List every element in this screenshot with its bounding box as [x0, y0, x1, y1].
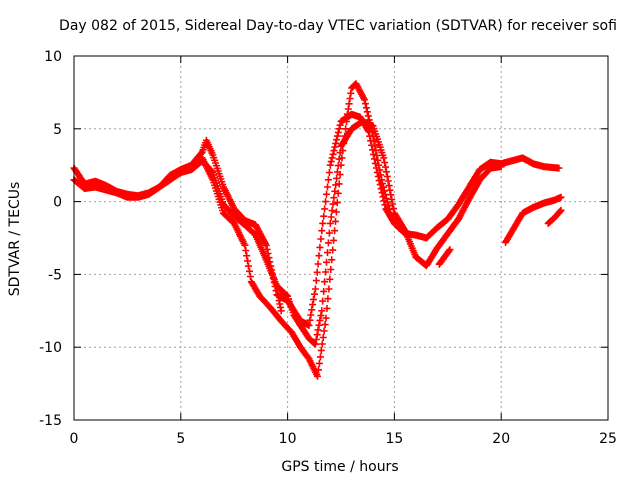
- series-track-d: [502, 193, 565, 246]
- series-track-f: [435, 246, 454, 268]
- x-tick-label: 10: [279, 431, 297, 447]
- y-axis-label: SDTVAR / TECUs: [7, 182, 23, 297]
- x-tick-label: 20: [492, 431, 510, 447]
- data-point-markers: [275, 297, 285, 315]
- plot-border: [73, 55, 609, 421]
- data-point-markers: [198, 80, 411, 380]
- y-tick-label: -10: [39, 340, 62, 356]
- x-tick-label: 5: [176, 431, 185, 447]
- series-track-c: [198, 80, 411, 380]
- y-tick-label: 0: [53, 195, 62, 211]
- series-track-e: [544, 206, 565, 227]
- x-tick-label: 15: [385, 431, 403, 447]
- x-tick-label: 0: [70, 431, 79, 447]
- chart-title: Day 082 of 2015, Sidereal Day-to-day VTE…: [59, 18, 617, 34]
- y-tick-label: 10: [44, 49, 62, 65]
- y-tick-label: 5: [53, 122, 62, 138]
- x-tick-label: 25: [599, 431, 617, 447]
- y-tick-label: -5: [48, 267, 62, 283]
- data-point-markers: [435, 246, 454, 268]
- grid: [74, 56, 608, 420]
- tick-labels: 0 5 10 15 20 25 -15 -10 -5 0 5 10: [39, 49, 617, 447]
- x-axis-label: GPS time / hours: [281, 459, 398, 475]
- data-point-markers: [544, 206, 565, 227]
- y-tick-label: -15: [39, 413, 62, 429]
- data-point-markers: [502, 193, 565, 246]
- ticks: [73, 55, 609, 421]
- series-track-g: [275, 297, 285, 315]
